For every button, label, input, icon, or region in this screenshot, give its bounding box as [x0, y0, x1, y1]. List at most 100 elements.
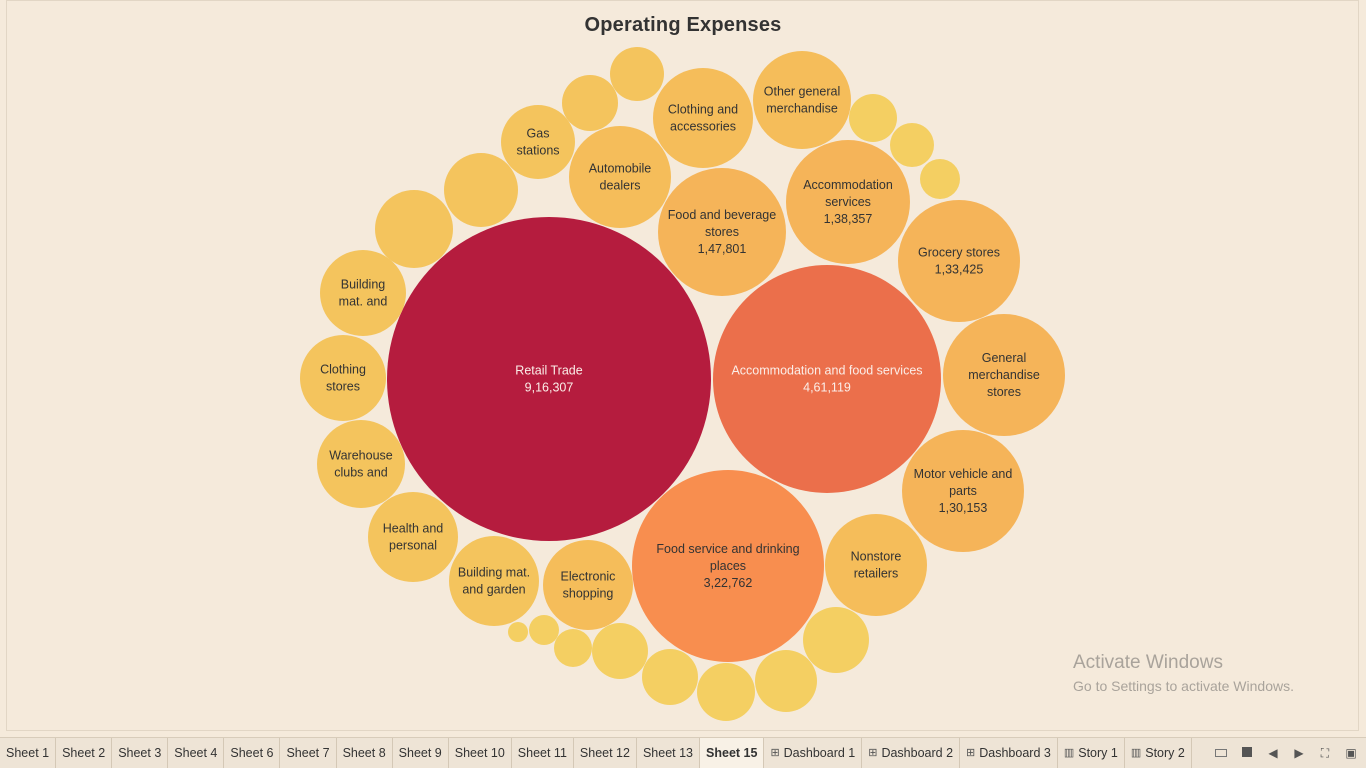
tab-sheet-6[interactable]: Sheet 6 — [224, 738, 281, 768]
bubble-circle[interactable] — [508, 622, 528, 642]
bubble-circle[interactable] — [320, 250, 406, 336]
bubble-unlabeled-19[interactable] — [444, 153, 518, 227]
tab-sheet-1[interactable]: Sheet 1 — [0, 738, 57, 768]
bubble-accommodation-and-food-services[interactable]: Accommodation and food services 4,61,119 — [713, 265, 941, 493]
bubble-circle[interactable] — [898, 200, 1020, 322]
bubble-automobile-dealers[interactable]: Automobile dealers — [569, 126, 671, 228]
tab-sheet-3[interactable]: Sheet 3 — [112, 738, 169, 768]
bubble-nonstore-retailers[interactable]: Nonstore retailers — [825, 514, 927, 616]
grid-view-icon[interactable] — [1214, 746, 1228, 760]
bubble-gas-stations[interactable]: Gas stations — [501, 105, 575, 179]
activate-windows-watermark: Activate Windows Go to Settings to activ… — [1073, 652, 1294, 694]
bubble-food-and-beverage-stores[interactable]: Food and beverage stores 1,47,801 — [658, 168, 786, 296]
bubble-circle[interactable] — [825, 514, 927, 616]
bubble-circle[interactable] — [943, 314, 1065, 436]
bubble-label-line: merchandise — [766, 102, 838, 116]
bubble-circle[interactable] — [569, 126, 671, 228]
bubble-circle[interactable] — [658, 168, 786, 296]
bubble-circle[interactable] — [755, 650, 817, 712]
bubble-circle[interactable] — [803, 607, 869, 673]
bubble-retail-trade[interactable]: Retail Trade 9,16,307 — [387, 217, 711, 541]
bubble-building-mat-and-garden[interactable]: Building mat. and garden — [449, 536, 539, 626]
next-icon[interactable]: ▶ — [1294, 746, 1304, 760]
bubble-accommodation-services[interactable]: Accommodation services 1,38,357 — [786, 140, 910, 264]
bubble-circle[interactable] — [300, 335, 386, 421]
tab-sheet-15[interactable]: Sheet 15 — [700, 738, 765, 768]
bubble-circle[interactable] — [632, 470, 824, 662]
presentation-square-icon[interactable] — [1240, 746, 1254, 760]
tab-sheet-12[interactable]: Sheet 12 — [574, 738, 637, 768]
bubble-circle[interactable] — [920, 159, 960, 199]
bubble-clothing-stores[interactable]: Clothing stores — [300, 335, 386, 421]
tab-label: Sheet 7 — [286, 746, 330, 760]
bubble-unlabeled-24[interactable] — [890, 123, 934, 167]
bubble-circle[interactable] — [368, 492, 458, 582]
bubble-general-merchandise-stores[interactable]: General merchandise stores — [943, 314, 1065, 436]
bubble-circle[interactable] — [902, 430, 1024, 552]
tab-dashboard-2[interactable]: ⊞ Dashboard 2 — [862, 738, 961, 768]
tab-story-2[interactable]: ▥ Story 2 — [1125, 738, 1192, 768]
tab-label: Sheet 13 — [642, 746, 694, 760]
bubble-unlabeled-21[interactable] — [562, 75, 618, 131]
bubble-motor-vehicle-and-parts[interactable]: Motor vehicle and parts 1,30,153 — [902, 430, 1024, 552]
bubble-circle[interactable] — [697, 663, 755, 721]
bubble-unlabeled-23[interactable] — [849, 94, 897, 142]
present-icon[interactable]: ▣ — [1345, 746, 1357, 760]
bubble-grocery-stores[interactable]: Grocery stores 1,33,425 — [898, 200, 1020, 322]
bubble-circle[interactable] — [529, 615, 559, 645]
bubble-unlabeled-30[interactable] — [642, 649, 698, 705]
bubble-circle[interactable] — [592, 623, 648, 679]
fullscreen-icon[interactable]: ⛶ — [1320, 745, 1330, 760]
bubble-circle[interactable] — [554, 629, 592, 667]
bubble-electronic-shopping[interactable]: Electronic shopping — [543, 540, 633, 630]
bubble-circle[interactable] — [653, 68, 753, 168]
sheet-tab-bar: Sheet 1 Sheet 2 Sheet 3 Sheet 4 Sheet 6 Sheet… — [0, 737, 1366, 768]
bubble-unlabeled-22[interactable] — [610, 47, 664, 101]
bubble-unlabeled-20[interactable] — [375, 190, 453, 268]
bubble-food-service-and-drinking-places[interactable]: Food service and drinking places 3,22,762 — [632, 470, 824, 662]
tab-sheet-2[interactable]: Sheet 2 — [56, 738, 113, 768]
bubble-unlabeled-25[interactable] — [920, 159, 960, 199]
bubble-warehouse-clubs-and[interactable]: Warehouse clubs and — [317, 420, 405, 508]
bubble-circle[interactable] — [444, 153, 518, 227]
bubble-clothing-and-accessories[interactable]: Clothing and accessories — [653, 68, 753, 168]
bubble-circle[interactable] — [713, 265, 941, 493]
bubble-health-and-personal[interactable]: Health and personal — [368, 492, 458, 582]
tab-dashboard-3[interactable]: ⊞ Dashboard 3 — [960, 738, 1058, 768]
previous-icon[interactable]: ◀ — [1268, 746, 1278, 760]
bubble-circle[interactable] — [449, 536, 539, 626]
tab-sheet-4[interactable]: Sheet 4 — [168, 738, 225, 768]
tab-sheet-13[interactable]: Sheet 13 — [637, 738, 701, 768]
bubble-unlabeled-29[interactable] — [697, 663, 755, 721]
bubble-circle[interactable] — [849, 94, 897, 142]
bubble-unlabeled-32[interactable] — [529, 615, 559, 645]
bubble-other-general-merchandise[interactable]: Other general merchandise — [753, 51, 851, 149]
tab-story-1[interactable]: ▥ Story 1 — [1058, 738, 1125, 768]
bubble-unlabeled-26[interactable] — [592, 623, 648, 679]
bubble-label-line: and garden — [462, 583, 525, 597]
bubble-circle[interactable] — [562, 75, 618, 131]
bubble-circle[interactable] — [890, 123, 934, 167]
bubble-unlabeled-28[interactable] — [803, 607, 869, 673]
bubble-building-mat-and[interactable]: Building mat. and — [320, 250, 406, 336]
tab-sheet-7[interactable]: Sheet 7 — [280, 738, 337, 768]
bubble-circle[interactable] — [501, 105, 575, 179]
tab-sheet-11[interactable]: Sheet 11 — [512, 738, 574, 768]
bubble-label-line: Accommodation and food services — [731, 364, 922, 378]
tab-sheet-10[interactable]: Sheet 10 — [449, 738, 512, 768]
bubble-circle[interactable] — [610, 47, 664, 101]
bubble-unlabeled-27[interactable] — [755, 650, 817, 712]
tab-sheet-8[interactable]: Sheet 8 — [337, 738, 393, 768]
bubble-unlabeled-31[interactable] — [554, 629, 592, 667]
tab-label: Dashboard 1 — [783, 746, 856, 760]
bubble-circle[interactable] — [387, 217, 711, 541]
tab-dashboard-1[interactable]: ⊞ Dashboard 1 — [764, 738, 863, 768]
bubble-circle[interactable] — [786, 140, 910, 264]
bubble-circle[interactable] — [753, 51, 851, 149]
bubble-circle[interactable] — [642, 649, 698, 705]
tab-sheet-9[interactable]: Sheet 9 — [393, 738, 449, 768]
bubble-circle[interactable] — [375, 190, 453, 268]
bubble-circle[interactable] — [543, 540, 633, 630]
bubble-unlabeled-33[interactable] — [508, 622, 528, 642]
bubble-circle[interactable] — [317, 420, 405, 508]
